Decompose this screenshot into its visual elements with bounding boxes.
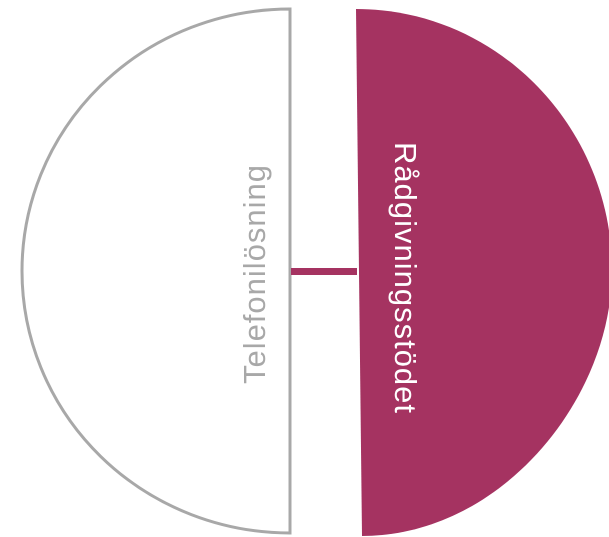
right-half-circle: [356, 9, 609, 536]
left-half-circle: [20, 7, 292, 535]
telefonilosning-label: Telefonilösning: [237, 164, 272, 384]
connector-line: [291, 268, 357, 275]
radgivningsstodet-label: Rådgivningsstödet: [388, 142, 423, 414]
